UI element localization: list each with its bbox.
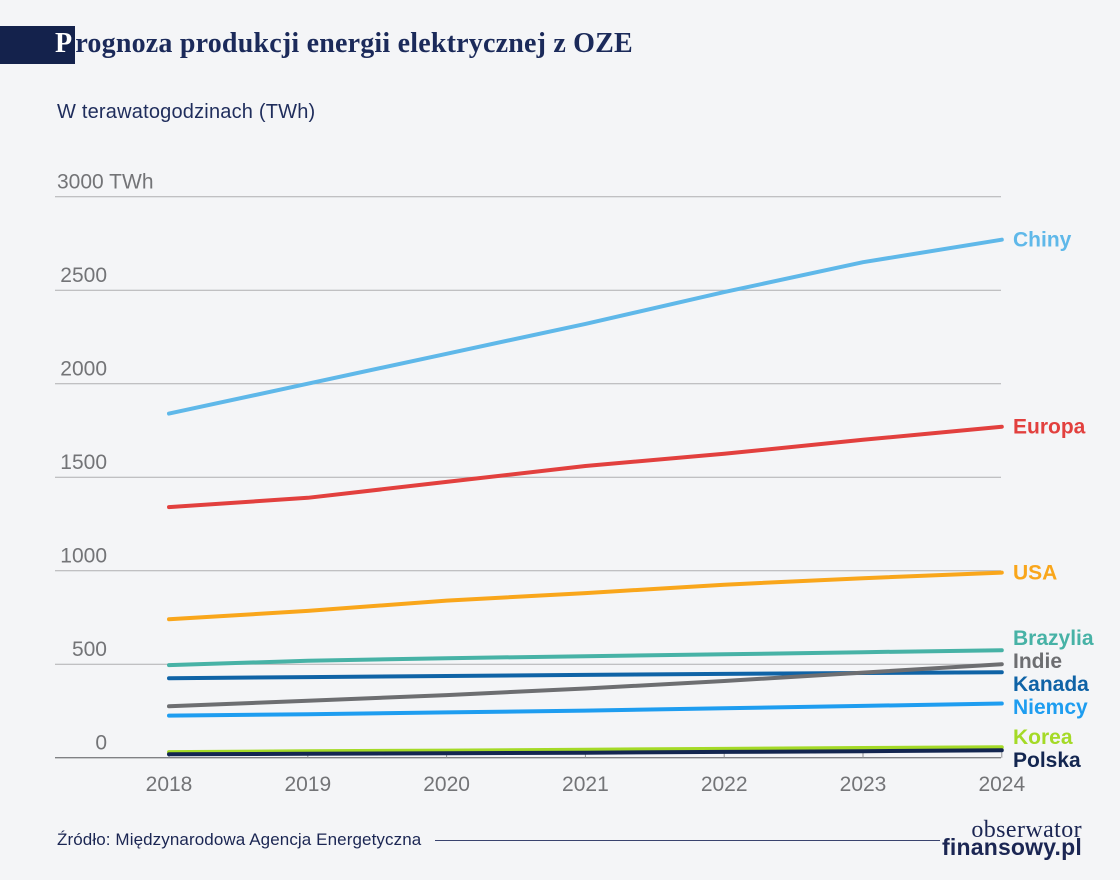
series-label-niemcy: Niemcy xyxy=(1013,696,1088,719)
y-axis-label: 1000 xyxy=(60,545,107,568)
series-label-usa: USA xyxy=(1013,562,1057,585)
y-axis-label: 2500 xyxy=(60,264,107,287)
series-line-europa xyxy=(167,424,1004,510)
series-label-europa: Europa xyxy=(1013,416,1086,439)
publisher-logo: obserwator finansowy.pl xyxy=(942,818,1082,859)
title-text: rognoza produkcji energii elektrycznej z… xyxy=(75,28,633,59)
series-line-niemcy xyxy=(167,701,1004,718)
logo-line2: finansowy.pl xyxy=(942,834,1082,860)
series-label-polska: Polska xyxy=(1013,749,1081,772)
source-text: Źródło: Międzynarodowa Agencja Energetyc… xyxy=(57,830,422,849)
logo-line1: obserwator xyxy=(971,817,1082,843)
x-axis-label: 2019 xyxy=(284,773,331,796)
series-line-indie xyxy=(167,662,1004,709)
series-line-chiny xyxy=(167,237,1004,416)
x-axis-label: 2021 xyxy=(562,773,609,796)
y-axis-label: 1500 xyxy=(60,451,107,474)
series-label-korea: Korea xyxy=(1013,726,1073,749)
x-axis-label: 2018 xyxy=(146,773,193,796)
divider-line xyxy=(435,839,940,841)
title-initial-badge: P xyxy=(0,26,76,64)
series-line-korea xyxy=(167,745,1004,755)
source-row: Źródło: Międzynarodowa Agencja Energetyc… xyxy=(57,830,940,850)
y-axis-label: 2000 xyxy=(60,358,107,381)
series-label-chiny: Chiny xyxy=(1013,229,1072,252)
x-axis-label: 2022 xyxy=(701,773,748,796)
series-line-usa xyxy=(167,570,1004,622)
series-line-polska xyxy=(167,748,1004,757)
y-axis-label: 500 xyxy=(72,638,107,661)
series-label-kanada: Kanada xyxy=(1013,673,1089,696)
series-label-brazylia: Brazylia xyxy=(1013,627,1094,650)
y-axis-label: 0 xyxy=(95,732,107,755)
x-axis-label: 2020 xyxy=(423,773,470,796)
series-line-brazylia xyxy=(167,648,1004,668)
y-axis-label: 3000 TWh xyxy=(57,171,154,194)
x-axis-label: 2023 xyxy=(840,773,887,796)
chart-subtitle: W terawatogodzinach (TWh) xyxy=(57,101,316,123)
x-axis-label: 2024 xyxy=(978,773,1025,796)
series-label-indie: Indie xyxy=(1013,650,1062,673)
